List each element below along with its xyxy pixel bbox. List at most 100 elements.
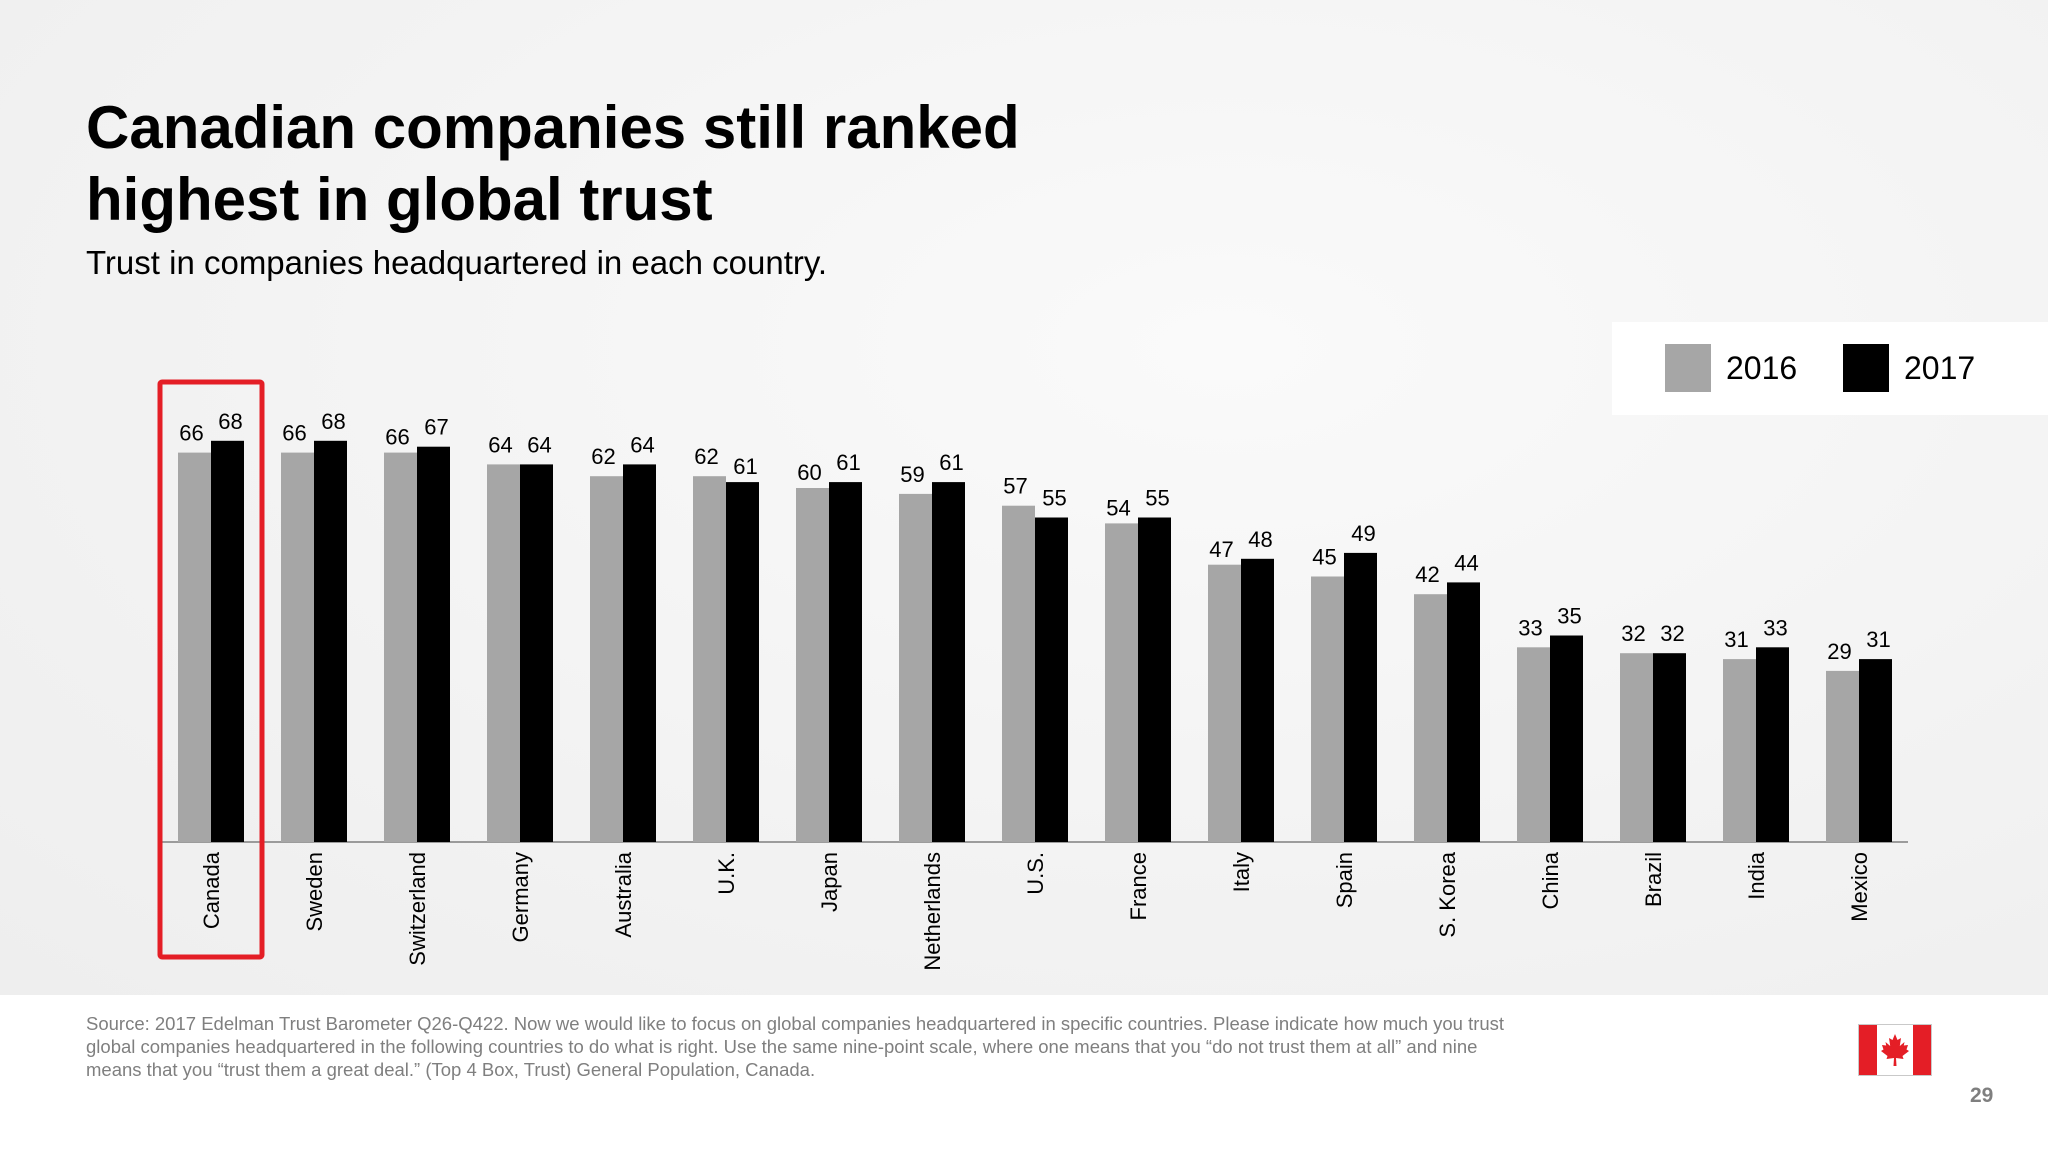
category-group: 66 67 Switzerland [384,415,450,966]
slide-title-line-1: Canadian companies still ranked [86,94,1020,161]
category-label: Switzerland [405,852,430,966]
category-group: 47 48 Italy [1208,527,1274,892]
data-label-2016: 59 [900,462,924,487]
bar-2017 [417,446,450,842]
bar-2016 [1105,523,1138,842]
data-label-2016: 54 [1106,496,1130,521]
category-group: 60 61 Japan [796,450,862,912]
category-group: 33 35 China [1517,604,1583,909]
category-label: Netherlands [920,852,945,971]
category-label: Brazil [1641,852,1666,907]
category-label: France [1126,852,1151,920]
data-label-2017: 33 [1763,615,1787,640]
category-group: 54 55 France [1105,486,1171,920]
data-label-2017: 32 [1660,621,1684,646]
category-group: 64 64 Germany [487,432,553,942]
legend-item-2016: 2016 [1665,344,1797,392]
data-label-2017: 61 [836,450,860,475]
data-label-2016: 33 [1518,615,1542,640]
bar-2017 [829,482,862,842]
data-label-2017: 55 [1145,486,1169,511]
bar-2016 [1620,653,1653,842]
data-label-2017: 31 [1866,627,1890,652]
category-label: Italy [1229,852,1254,892]
category-label: Germany [508,852,533,942]
category-label: U.K. [714,852,739,895]
data-label-2016: 66 [282,421,306,446]
highlight-box [157,379,265,960]
bar-2017 [1241,558,1274,842]
data-label-2016: 66 [179,421,203,446]
bar-2017 [314,440,347,842]
legend-swatch-2017 [1843,344,1889,392]
bar-2017 [726,482,759,842]
data-label-2016: 32 [1621,621,1645,646]
bar-2017 [1859,659,1892,842]
category-group: 62 61 U.K. [693,444,759,895]
category-label: Mexico [1847,852,1872,922]
legend-item-2017: 2017 [1843,344,1975,392]
page-number: 29 [1970,1084,1994,1107]
data-label-2016: 64 [488,432,512,457]
bar-2016 [1414,594,1447,842]
data-label-2017: 49 [1351,521,1375,546]
bar-2016 [796,488,829,842]
category-group: 45 49 Spain [1311,521,1377,908]
bar-2016 [1723,659,1756,842]
category-label: Sweden [302,852,327,932]
bar-2017 [1035,517,1068,842]
data-label-2017: 68 [218,409,242,434]
data-label-2017: 64 [630,432,654,457]
data-label-2016: 29 [1827,639,1851,664]
bar-2017 [1653,653,1686,842]
slide-title: Canadian companies still ranked highest … [86,92,1186,236]
bar-2017 [1344,552,1377,842]
canada-flag-icon [1858,1024,1932,1076]
category-group: 29 31 Mexico [1826,627,1892,922]
category-label: Canada [199,851,224,929]
data-label-2017: 35 [1557,604,1581,629]
legend-swatch-2016 [1665,344,1711,392]
bar-2016 [1002,505,1035,842]
bar-2016 [1208,564,1241,842]
bar-2016 [487,464,520,842]
category-label: Australia [611,851,636,937]
category-label: U.S. [1023,852,1048,895]
category-group: 31 33 India [1723,615,1789,900]
data-label-2016: 57 [1003,474,1027,499]
bar-2016 [590,476,623,842]
category-group: 32 32 Brazil [1620,621,1686,907]
data-label-2016: 66 [385,425,409,450]
data-label-2016: 47 [1209,537,1233,562]
bar-2016 [1517,647,1550,842]
bar-2017 [1756,647,1789,842]
bar-2016 [1826,670,1859,842]
category-label: S. Korea [1435,851,1460,937]
category-group: 42 44 S. Korea [1414,550,1480,938]
data-label-2017: 67 [424,415,448,440]
footer-band [0,995,2048,1152]
legend-label-2016: 2016 [1726,349,1798,386]
bar-2017 [932,482,965,842]
data-label-2016: 62 [694,444,718,469]
bar-chart: 66 68 Canada 66 68 Sweden 66 67 Switzerland 64 64 G… [157,379,1908,971]
category-group: 59 61 Netherlands [899,450,965,971]
bar-2016 [693,476,726,842]
data-label-2017: 64 [527,432,551,457]
source-note: Source: 2017 Edelman Trust Barometer Q26… [86,1013,1505,1080]
category-label: India [1744,851,1769,899]
bar-2016 [281,452,314,842]
category-label: Spain [1332,852,1357,908]
category-group: 66 68 Canada [178,409,244,929]
bar-2016 [384,452,417,842]
category-label: China [1538,851,1563,909]
data-label-2017: 48 [1248,527,1272,552]
legend-label-2017: 2017 [1904,349,1976,386]
chart-legend: 2016 2017 [1612,322,2048,415]
bar-2017 [1550,635,1583,842]
bar-2017 [623,464,656,842]
category-group: 66 68 Sweden [281,409,347,932]
data-label-2016: 31 [1724,627,1748,652]
bar-2017 [520,464,553,842]
bar-2016 [899,493,932,842]
